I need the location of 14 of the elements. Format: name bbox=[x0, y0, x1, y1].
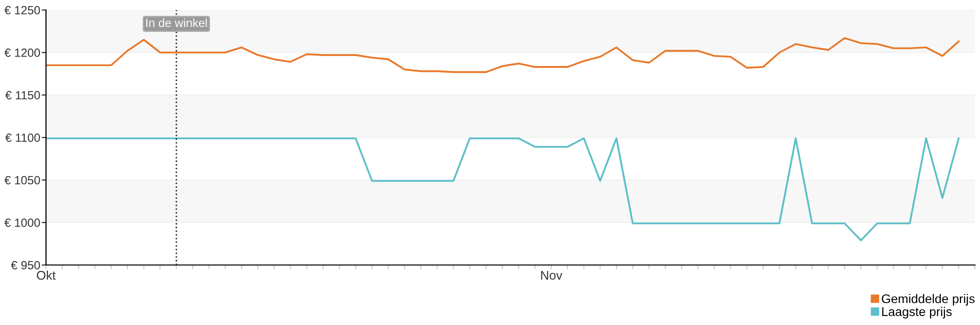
legend-label: Gemiddelde prijs bbox=[882, 294, 975, 306]
y-tick-label: € 1050 bbox=[4, 176, 40, 184]
annotation: In de winkel bbox=[146, 18, 207, 28]
y-tick-label: € 1250 bbox=[4, 6, 40, 14]
line-series bbox=[46, 137, 960, 242]
y-tick-label: € 1150 bbox=[5, 91, 40, 100]
y-tick-label: € 1200 bbox=[4, 48, 40, 57]
y-tick-label: € 1100 bbox=[5, 134, 40, 142]
x-tick-label: Nov bbox=[541, 271, 562, 280]
y-tick-label: € 950 bbox=[10, 261, 40, 270]
y-tick-label: € 1000 bbox=[4, 218, 40, 227]
line-series bbox=[46, 37, 960, 73]
x-tick-label: Okt bbox=[36, 270, 56, 280]
legend-label: Laagste prijs bbox=[882, 306, 952, 319]
